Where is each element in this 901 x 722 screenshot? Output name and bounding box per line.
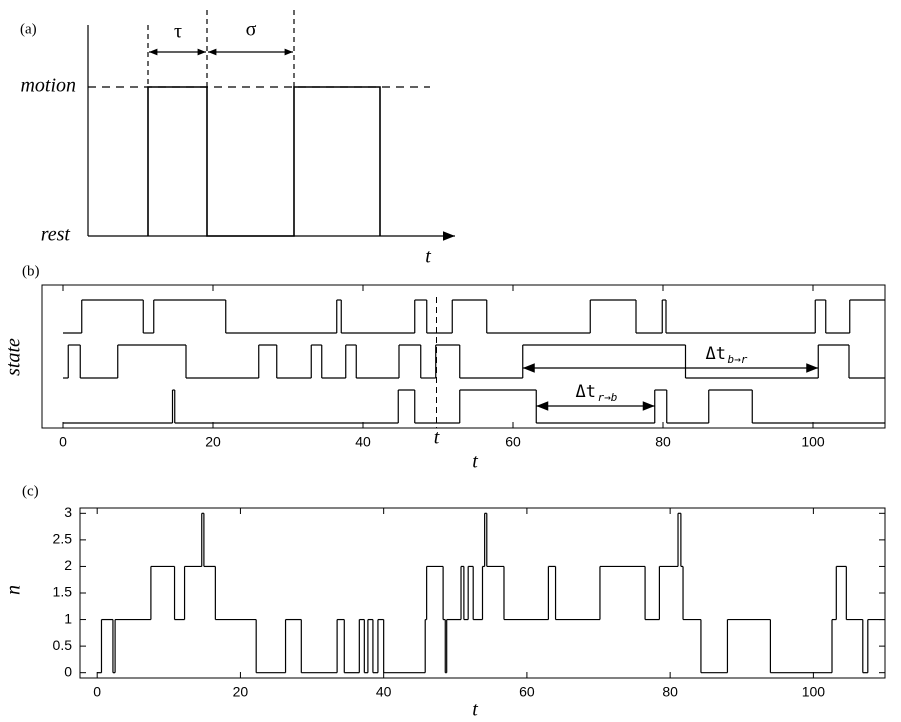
interval-label: τ xyxy=(174,21,182,43)
x-tick-label: 100 xyxy=(802,684,826,700)
x-tick-label: 40 xyxy=(355,434,371,450)
x-tick-label: 0 xyxy=(93,684,101,700)
panel-label: (c) xyxy=(22,483,39,499)
y-tick-label: 2 xyxy=(64,557,72,573)
axis-label: n xyxy=(3,585,25,595)
interval-label: σ xyxy=(246,19,257,41)
interval-subscript: r→b xyxy=(598,391,618,404)
panel-a xyxy=(87,10,455,241)
x-tick-label: 20 xyxy=(233,684,249,700)
state-label: motion xyxy=(20,75,76,97)
x-tick-label: 80 xyxy=(655,434,671,450)
axis-label: state xyxy=(3,338,25,376)
y-tick-label: 1 xyxy=(64,610,72,626)
plot-frame xyxy=(41,284,886,429)
interval-label: Δt xyxy=(706,344,726,364)
x-tick-label: 40 xyxy=(376,684,392,700)
panel-label: (b) xyxy=(22,263,40,279)
x-tick-label: 60 xyxy=(519,684,535,700)
y-tick-label: 1.5 xyxy=(53,584,73,600)
x-tick-label: 80 xyxy=(662,684,678,700)
axis-label: t xyxy=(472,699,478,721)
pulse xyxy=(147,86,381,237)
state-label: rest xyxy=(41,224,71,246)
x-tick-label: 20 xyxy=(205,434,221,450)
marker-label: t xyxy=(434,427,440,449)
axis-label: t xyxy=(425,246,431,268)
y-tick-label: 3 xyxy=(64,504,72,520)
x-tick-label: 60 xyxy=(505,434,521,450)
panel-label: (a) xyxy=(20,21,37,37)
y-tick-label: 0 xyxy=(64,663,72,679)
axis-label: t xyxy=(472,451,478,473)
interval-subscript: b→r xyxy=(728,353,748,366)
y-tick-label: 0.5 xyxy=(53,637,73,653)
y-tick-label: 2.5 xyxy=(53,531,73,547)
interval-label: Δt xyxy=(576,382,596,402)
x-tick-label: 100 xyxy=(801,434,825,450)
x-tick-label: 0 xyxy=(59,434,67,450)
